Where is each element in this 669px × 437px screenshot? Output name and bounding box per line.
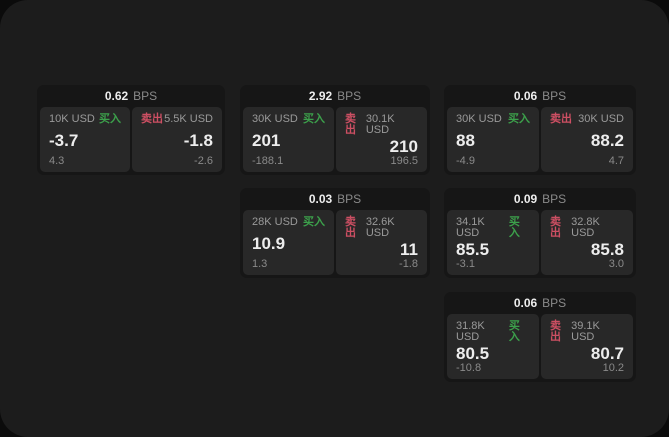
sell-tile[interactable]: 卖出 39.1K USD 80.7 10.2 — [541, 314, 633, 379]
bps-unit-label: BPS — [133, 89, 158, 103]
sell-label: 卖出 — [141, 113, 163, 125]
buy-size: 30K USD — [456, 113, 502, 125]
sell-label: 卖出 — [550, 216, 561, 239]
buy-tile[interactable]: 30K USD 买入 201 -188.1 — [243, 107, 334, 172]
bps-header: 2.92 BPS — [243, 85, 427, 107]
bps-unit-label: BPS — [542, 296, 567, 310]
sell-price: -1.8 — [183, 131, 213, 150]
sell-tile[interactable]: 卖出 30.1K USD 210 196.5 — [336, 107, 427, 172]
sell-label: 卖出 — [550, 113, 572, 125]
sell-tile[interactable]: 卖出 32.6K USD 11 -1.8 — [336, 210, 427, 275]
buy-delta: 1.3 — [252, 258, 268, 270]
quote-card-3: 0.06 BPS 30K USD 买入 88 -4.9 卖出 30K USD 8… — [444, 85, 636, 175]
sell-tile[interactable]: 卖出 30K USD 88.2 4.7 — [541, 107, 633, 172]
buy-tile[interactable]: 10K USD 买入 -3.7 4.3 — [40, 107, 130, 172]
sell-price: 88.2 — [590, 131, 624, 150]
bps-header: 0.09 BPS — [447, 188, 633, 210]
sell-size: 5.5K USD — [164, 113, 213, 125]
buy-delta: 4.3 — [49, 155, 65, 167]
buy-price: 80.5 — [456, 343, 490, 363]
sell-delta: 3.0 — [608, 258, 624, 270]
sell-label: 卖出 — [550, 320, 561, 343]
quote-card-4: 0.03 BPS 28K USD 买入 10.9 1.3 卖出 32.6K US… — [240, 188, 430, 278]
sell-size: 30.1K USD — [365, 113, 395, 136]
buy-label: 买入 — [508, 216, 520, 239]
sell-price: 11 — [400, 239, 418, 259]
bps-value: 0.03 — [308, 192, 333, 206]
buy-size: 31.8K USD — [456, 320, 485, 343]
buy-label: 买入 — [303, 216, 325, 228]
buy-price: -3.7 — [49, 131, 79, 150]
bps-unit-label: BPS — [542, 192, 567, 206]
buy-delta: -3.1 — [456, 258, 475, 270]
sell-delta: 10.2 — [602, 362, 624, 374]
quote-card-6: 0.06 BPS 31.8K USD 买入 80.5 -10.8 卖出 39.1… — [444, 292, 636, 382]
sell-label: 卖出 — [345, 216, 356, 239]
sell-delta: 196.5 — [390, 155, 418, 167]
sell-price: 210 — [389, 136, 418, 156]
buy-label: 买入 — [508, 320, 520, 343]
buy-label: 买入 — [303, 113, 325, 125]
buy-size: 34.1K USD — [456, 216, 485, 239]
buy-delta: -188.1 — [252, 155, 284, 167]
buy-tile[interactable]: 28K USD 买入 10.9 1.3 — [243, 210, 334, 275]
buy-label: 买入 — [99, 113, 121, 125]
quote-card-5: 0.09 BPS 34.1K USD 买入 85.5 -3.1 卖出 32.8K… — [444, 188, 636, 278]
buy-price: 201 — [252, 131, 281, 150]
quote-card-2: 2.92 BPS 30K USD 买入 201 -188.1 卖出 30.1K … — [240, 85, 430, 175]
buy-price: 10.9 — [252, 234, 286, 253]
quote-card-1: 0.62 BPS 10K USD 买入 -3.7 4.3 卖出 5.5K USD… — [37, 85, 225, 175]
sell-size: 30K USD — [578, 113, 624, 125]
sell-delta: -2.6 — [194, 155, 213, 167]
sell-size: 32.6K USD — [365, 216, 395, 239]
sell-delta: -1.8 — [399, 258, 418, 270]
sell-size: 39.1K USD — [571, 320, 600, 343]
bps-header: 0.06 BPS — [447, 292, 633, 314]
buy-tile[interactable]: 31.8K USD 买入 80.5 -10.8 — [447, 314, 539, 379]
bps-header: 0.62 BPS — [40, 85, 222, 107]
bps-value: 0.09 — [513, 192, 538, 206]
sell-size: 32.8K USD — [571, 216, 600, 239]
bps-unit-label: BPS — [542, 89, 567, 103]
bps-value: 2.92 — [308, 89, 333, 103]
buy-size: 10K USD — [49, 113, 95, 125]
buy-price: 85.5 — [456, 239, 490, 259]
buy-size: 30K USD — [252, 113, 298, 125]
sell-tile[interactable]: 卖出 5.5K USD -1.8 -2.6 — [132, 107, 222, 172]
bps-unit-label: BPS — [337, 89, 362, 103]
sell-delta: 4.7 — [608, 155, 624, 167]
buy-price: 88 — [456, 131, 475, 150]
buy-tile[interactable]: 30K USD 买入 88 -4.9 — [447, 107, 539, 172]
bps-value: 0.06 — [513, 296, 538, 310]
buy-size: 28K USD — [252, 216, 298, 228]
sell-label: 卖出 — [345, 113, 356, 136]
sell-tile[interactable]: 卖出 32.8K USD 85.8 3.0 — [541, 210, 633, 275]
bps-header: 0.06 BPS — [447, 85, 633, 107]
sell-price: 80.7 — [590, 343, 624, 363]
bps-value: 0.06 — [513, 89, 538, 103]
bps-unit-label: BPS — [337, 192, 362, 206]
sell-price: 85.8 — [590, 239, 624, 259]
buy-tile[interactable]: 34.1K USD 买入 85.5 -3.1 — [447, 210, 539, 275]
buy-delta: -10.8 — [456, 362, 482, 374]
buy-delta: -4.9 — [456, 155, 475, 167]
bps-header: 0.03 BPS — [243, 188, 427, 210]
buy-label: 买入 — [508, 113, 530, 125]
bps-value: 0.62 — [104, 89, 129, 103]
